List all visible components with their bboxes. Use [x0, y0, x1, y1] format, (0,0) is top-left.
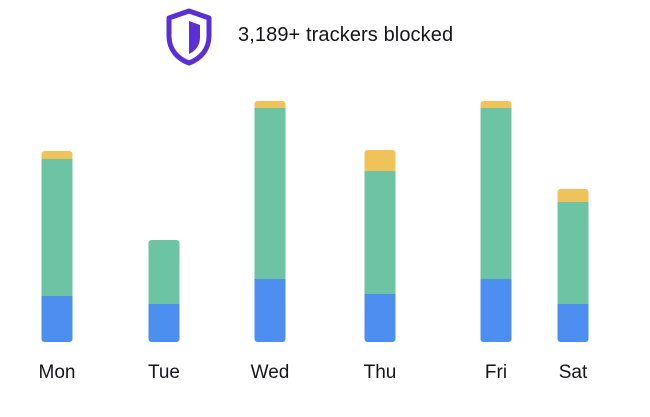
trackers-blocked-title: 3,189+ trackers blocked [238, 24, 454, 46]
bar-sat-segment-1 [557, 304, 589, 342]
bar-stack-mon [41, 151, 73, 342]
x-tick-label-fri: Fri [485, 362, 507, 383]
shield-half [189, 21, 200, 54]
bar-fri-segment-2 [480, 108, 512, 279]
shield-icon-graphic [166, 8, 212, 66]
bar-stack-wed [254, 101, 286, 342]
header: 3,189+ trackers blocked [0, 6, 650, 68]
bar-sat-segment-3 [557, 189, 589, 202]
bar-wed-segment-3 [254, 101, 286, 108]
bar-tue-segment-2 [148, 240, 180, 304]
bar-thu-segment-3 [364, 150, 396, 171]
x-tick-label-tue: Tue [148, 362, 180, 383]
shield-icon [164, 8, 214, 66]
bar-stack-thu [364, 150, 396, 342]
bar-fri-segment-1 [480, 279, 512, 342]
x-tick-label-sat: Sat [559, 362, 588, 383]
bar-mon-segment-3 [41, 151, 73, 159]
x-tick-label-thu: Thu [364, 362, 397, 383]
bar-stack-fri [480, 101, 512, 342]
bar-mon-segment-2 [41, 159, 73, 296]
shield-outline [166, 8, 212, 66]
x-tick-label-wed: Wed [251, 362, 290, 383]
bar-stack-sat [557, 189, 589, 342]
x-tick-label-mon: Mon [39, 362, 76, 383]
bar-wed-segment-2 [254, 108, 286, 279]
bar-wed-segment-1 [254, 279, 286, 342]
bar-sat-segment-2 [557, 202, 589, 304]
bar-thu-segment-1 [364, 294, 396, 342]
bar-tue-segment-1 [148, 304, 180, 342]
bar-fri-segment-3 [480, 101, 512, 108]
bar-mon-segment-1 [41, 296, 73, 342]
bar-stack-tue [148, 240, 180, 342]
bar-thu-segment-2 [364, 171, 396, 294]
